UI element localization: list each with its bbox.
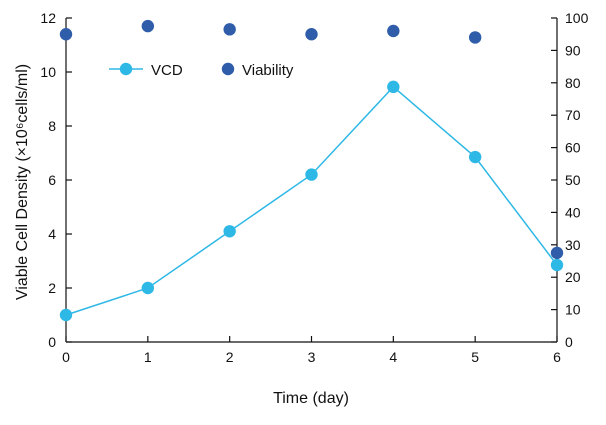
y-right-tick-label: 0 xyxy=(565,334,573,350)
x-tick-label: 3 xyxy=(308,349,316,365)
y-left-tick-label: 8 xyxy=(48,118,56,134)
viability-point xyxy=(59,28,73,41)
viability-point xyxy=(305,28,318,41)
legend-viability-label: Viability xyxy=(242,62,294,79)
x-tick-label: 5 xyxy=(471,349,479,365)
x-tick-label: 4 xyxy=(389,349,397,365)
y-right-tick-label: 30 xyxy=(565,237,581,253)
viability-point xyxy=(141,19,155,33)
y-left-tick-label: 12 xyxy=(40,10,56,26)
y-left-tick-label: 6 xyxy=(48,172,56,188)
x-tick-label: 1 xyxy=(144,349,152,365)
legend: VCD Viability xyxy=(109,62,294,79)
x-tick-label: 2 xyxy=(226,349,234,365)
y-right-tick-label: 10 xyxy=(565,302,581,318)
vcd-point xyxy=(387,80,400,94)
vcd-point xyxy=(550,258,564,272)
vcd-point xyxy=(141,281,155,295)
vcd-point xyxy=(223,225,236,238)
vcd-point xyxy=(59,308,73,322)
y-right-tick-label: 100 xyxy=(565,10,589,26)
y-axis-title: Viable Cell Density (×10⁶cells/ml) xyxy=(14,64,31,300)
x-tick-label: 6 xyxy=(553,349,561,365)
y-right-tick-label: 40 xyxy=(565,204,581,220)
y-left-tick-label: 10 xyxy=(40,64,56,80)
legend-viability-marker xyxy=(221,62,235,76)
legend-vcd-label: VCD xyxy=(151,62,183,79)
x-tick-label: 0 xyxy=(62,349,70,365)
y-right-tick-label: 50 xyxy=(565,172,581,188)
x-axis-title: Time (day) xyxy=(273,390,349,407)
y-left-tick-label: 0 xyxy=(48,334,56,350)
legend-vcd-marker xyxy=(119,62,133,76)
vcd-line xyxy=(65,85,558,316)
vcd-point xyxy=(468,150,482,164)
y-left-tick-label: 4 xyxy=(48,226,56,242)
vcd-point xyxy=(305,168,318,181)
viability-point xyxy=(387,24,400,38)
viability-point xyxy=(468,31,482,44)
y-right-tick-label: 70 xyxy=(565,107,581,123)
y-left-tick-label: 2 xyxy=(48,280,56,296)
y-right-tick-label: 60 xyxy=(565,140,581,156)
series-layer xyxy=(59,19,564,322)
viability-point xyxy=(550,246,564,260)
y-right-tick-label: 20 xyxy=(565,269,581,285)
y-right-tick-label: 80 xyxy=(565,75,581,91)
y-right-tick-label: 90 xyxy=(565,42,581,58)
viability-point xyxy=(223,23,236,36)
